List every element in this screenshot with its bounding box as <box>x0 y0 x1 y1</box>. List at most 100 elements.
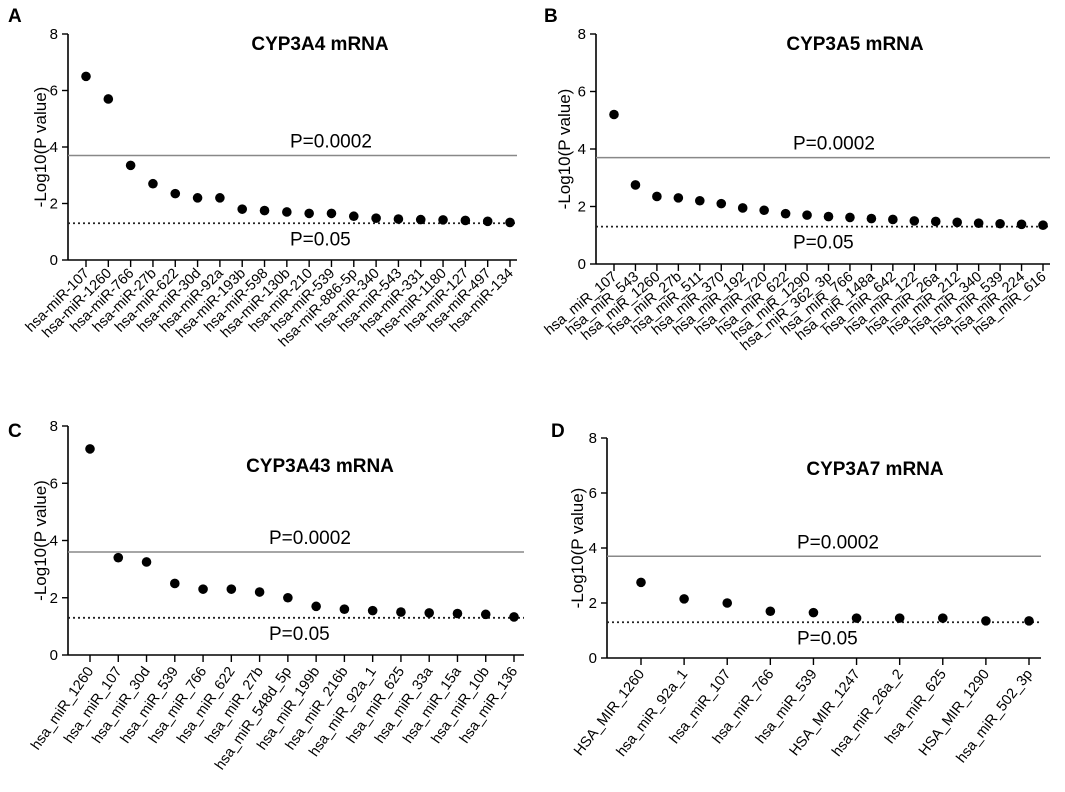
panel-c-data-point <box>283 592 293 603</box>
panel-a-threshold-label: P=0.0002 <box>290 131 372 152</box>
panel-a-data-point <box>282 207 292 217</box>
panel-b-y-tick-label: 6 <box>578 84 586 101</box>
panel-d-data-point <box>808 607 819 618</box>
panel-a-data-point <box>348 211 359 222</box>
panel-d-data-point <box>722 598 733 608</box>
panel-a-data-point <box>148 178 158 189</box>
panel-a-data-point <box>81 71 91 82</box>
panel-a-y-tick-label: 4 <box>50 139 58 156</box>
panel-b-data-point <box>802 210 812 220</box>
panel-b-data-point <box>716 198 727 209</box>
panel-a-data-point <box>505 217 515 228</box>
panel-c-data-point <box>141 557 152 567</box>
panel-a-data-point <box>103 94 114 104</box>
panel-c-data-point <box>339 604 350 614</box>
panel-c-data-point <box>170 578 180 589</box>
panel-c-letter: C <box>8 421 22 442</box>
panel-c-y-tick-label: 6 <box>50 475 58 492</box>
panel-c-data-point <box>311 601 321 612</box>
panel-b-data-point <box>866 213 877 224</box>
panel-d-data-point <box>894 613 905 623</box>
panel-c-data-point <box>480 609 491 620</box>
panel-b-y-tick-label: 2 <box>578 199 586 216</box>
panel-a-data-point <box>371 213 381 223</box>
panel-a-letter: A <box>8 6 22 27</box>
panel-b-threshold-label: P=0.05 <box>793 233 854 254</box>
panel-d-data-point <box>937 613 948 623</box>
panel-a-data-point <box>415 214 426 225</box>
panel-b-data-point <box>995 218 1005 229</box>
panel-a-data-point <box>482 216 493 227</box>
panel-d-title: CYP3A7 mRNA <box>806 459 944 480</box>
panel-b-data-point <box>930 216 941 227</box>
panel-c-y-tick-label: 4 <box>50 533 58 550</box>
panel-a-y-tick-label: 6 <box>50 83 58 100</box>
panel-c-data-point <box>85 444 95 454</box>
panel-b-threshold-label: P=0.0002 <box>793 134 875 155</box>
panel-a-data-point <box>460 215 471 226</box>
panel-a-y-tick-label: 8 <box>50 26 58 43</box>
panel-d-threshold-label: P=0.05 <box>797 628 858 649</box>
panel-d-threshold-label: P=0.0002 <box>797 532 879 553</box>
panel-b-data-point <box>737 203 748 213</box>
panel-b-data-point <box>630 180 641 190</box>
panel-c-data-point <box>396 607 406 617</box>
panel-d-data-point <box>679 594 689 604</box>
panel-c-data-point <box>254 587 265 597</box>
panel-d-y-tick-label: 0 <box>589 650 597 667</box>
panel-d-letter: D <box>551 421 565 442</box>
panel-c-data-point <box>367 605 378 616</box>
panel-b-data-point <box>673 193 684 203</box>
panel-b-letter: B <box>544 6 558 27</box>
panel-c-data-point <box>226 584 237 594</box>
panel-c-data-point <box>452 608 463 619</box>
panel-d-data-point <box>765 606 776 617</box>
panel-c-data-point <box>198 584 208 594</box>
panel-a-y-tick-label: 0 <box>50 252 58 269</box>
panel-d-data-point <box>1024 616 1034 626</box>
panel-b-data-point <box>952 217 962 228</box>
panel-b-data-point <box>695 195 705 206</box>
panel-a-threshold-label: P=0.05 <box>290 229 351 250</box>
panel-c-title: CYP3A43 mRNA <box>246 456 394 477</box>
panel-c-threshold-label: P=0.0002 <box>269 528 351 549</box>
panel-b-data-point <box>888 214 898 225</box>
panel-c-y-tick-label: 2 <box>50 590 58 607</box>
panel-a-data-point <box>237 204 248 214</box>
panel-d-y-tick-label: 8 <box>589 430 597 447</box>
panel-d-category-label: hsa_miR_502_3p <box>954 667 1037 766</box>
panel-b-data-point <box>845 212 855 223</box>
panel-a-data-point <box>192 193 203 203</box>
panel-c-y-axis-label: -Log10(P value) <box>31 480 50 601</box>
panel-b-data-point <box>823 211 834 222</box>
panel-c-data-point <box>113 552 124 563</box>
panel-a-data-point <box>170 188 181 199</box>
panel-d-y-tick-label: 4 <box>589 540 597 557</box>
panel-b-y-tick-label: 0 <box>578 256 586 273</box>
panel-b-data-point <box>780 208 791 219</box>
panel-b-data-point <box>973 218 984 228</box>
panel-a-y-tick-label: 2 <box>50 196 58 213</box>
panel-c-y-tick-label: 8 <box>50 418 58 435</box>
panel-c-y-tick-label: 0 <box>50 647 58 664</box>
panel-b-data-point <box>1016 219 1027 230</box>
panel-a-data-point <box>393 214 404 224</box>
panel-a-data-point <box>259 205 270 216</box>
panel-a-title: CYP3A4 mRNA <box>251 34 389 55</box>
panel-b-data-point <box>609 109 619 120</box>
panel-a-data-point <box>438 215 448 225</box>
panel-d-y-tick-label: 2 <box>589 595 597 612</box>
panel-d-y-tick-label: 6 <box>589 485 597 502</box>
panel-d-data-point <box>636 577 646 588</box>
panel-a-data-point <box>304 208 314 219</box>
panel-b-y-tick-label: 8 <box>578 26 586 43</box>
panel-b-title: CYP3A5 mRNA <box>786 34 924 55</box>
panel-a-y-axis-label: -Log10(P value) <box>31 87 50 208</box>
panel-b-data-point <box>1038 220 1048 230</box>
panel-d-y-axis-label: -Log10(P value) <box>568 488 587 609</box>
panel-b-data-point <box>759 205 769 216</box>
panel-a-data-point <box>326 208 337 219</box>
panel-b-data-point <box>652 191 662 202</box>
panel-c-data-point <box>424 608 435 618</box>
